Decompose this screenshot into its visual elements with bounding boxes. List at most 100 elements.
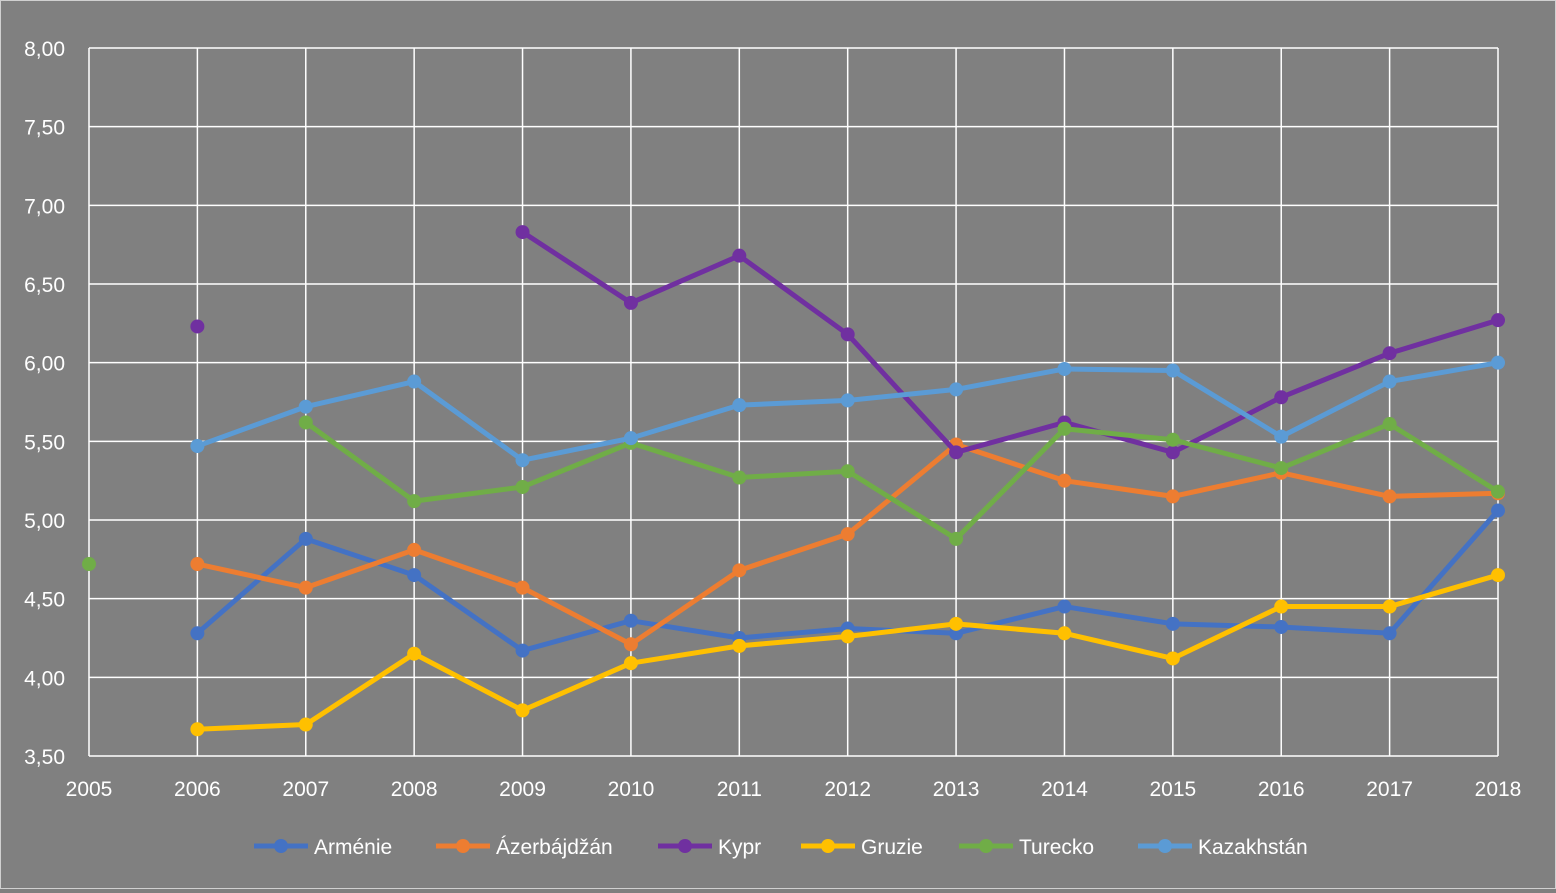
legend-swatch-marker: [678, 839, 692, 853]
legend-label: Turecko: [1019, 836, 1094, 859]
x-tick-label: 2011: [717, 778, 762, 801]
data-point: [407, 494, 422, 509]
x-tick-label: 2012: [824, 778, 871, 801]
y-tick-label: 6,50: [24, 274, 65, 297]
data-point: [623, 431, 638, 446]
data-point: [1165, 489, 1180, 504]
data-point: [1491, 313, 1505, 328]
data-point: [190, 626, 205, 641]
x-tick-label: 2018: [1475, 778, 1522, 801]
data-point: [1165, 445, 1180, 460]
data-point: [1274, 429, 1289, 444]
data-point: [298, 580, 313, 595]
data-point: [1165, 432, 1180, 447]
data-point: [840, 527, 855, 542]
legend-item: Kypr: [658, 836, 761, 859]
data-point: [1382, 599, 1397, 614]
data-point: [407, 568, 422, 583]
data-point: [515, 643, 530, 658]
axis-labels: 3,50 4,00 4,50 5,00 5,50 6,00 6,50 7,00 7,50 8,00…: [24, 38, 1521, 801]
y-tick-label: 7,00: [24, 195, 65, 218]
legend-label: Gruzie: [861, 836, 923, 859]
legend: Arménie Ázerbájdžán Kypr Gruzie Turecko Kazak…: [254, 836, 1308, 859]
data-point: [298, 399, 313, 414]
legend-item: Arménie: [254, 836, 392, 859]
x-tick-label: 2017: [1366, 778, 1413, 801]
data-point: [840, 464, 855, 479]
y-tick-label: 7,50: [24, 117, 65, 140]
legend-label: Arménie: [314, 836, 392, 859]
data-point: [1382, 417, 1397, 432]
data-point: [298, 717, 313, 732]
x-tick-label: 2005: [66, 778, 113, 801]
data-point: [840, 393, 855, 408]
data-point: [732, 638, 747, 653]
series-line: [520, 229, 1501, 455]
data-point: [1491, 503, 1505, 518]
y-tick-label: 5,00: [24, 510, 65, 533]
data-point: [1165, 651, 1180, 666]
data-point: [623, 637, 638, 652]
data-point: [840, 629, 855, 644]
data-point: [1165, 616, 1180, 631]
data-point: [623, 656, 638, 671]
data-point: [1274, 461, 1289, 476]
data-point: [407, 646, 422, 661]
data-point: [1057, 473, 1072, 488]
data-point: [190, 722, 205, 737]
data-point: [1057, 361, 1072, 376]
data-point: [407, 542, 422, 557]
x-tick-label: 2014: [1041, 778, 1088, 801]
data-point: [1057, 626, 1072, 641]
data-point: [515, 479, 530, 494]
y-tick-label: 5,50: [24, 431, 65, 454]
data-point: [1382, 626, 1397, 641]
legend-swatch-marker: [274, 839, 288, 853]
data-point: [298, 415, 313, 430]
x-tick-label: 2008: [391, 778, 438, 801]
data-point: [1382, 489, 1397, 504]
data-point: [190, 319, 205, 334]
data-point: [190, 557, 205, 572]
data-point: [298, 531, 313, 546]
x-tick-label: 2015: [1149, 778, 1196, 801]
data-point: [623, 295, 638, 310]
series-Kypr: [190, 225, 1505, 460]
data-point: [949, 445, 964, 460]
legend-item: Ázerbájdžán: [436, 836, 613, 859]
data-point: [949, 382, 964, 397]
data-point: [949, 616, 964, 631]
legend-label: Kypr: [718, 836, 761, 859]
x-tick-label: 2007: [282, 778, 329, 801]
data-point: [732, 563, 747, 578]
legend-label: Kazakhstán: [1198, 836, 1308, 859]
y-tick-label: 6,00: [24, 353, 65, 376]
data-point: [1382, 346, 1397, 361]
data-point: [515, 225, 530, 240]
series-line: [303, 419, 1501, 542]
legend-swatch-marker: [456, 839, 470, 853]
data-point: [515, 453, 530, 468]
legend-label: Ázerbájdžán: [496, 836, 613, 859]
data-point: [407, 374, 422, 389]
data-point: [1057, 421, 1072, 436]
legend-swatch-marker: [821, 839, 835, 853]
data-point: [1491, 568, 1505, 583]
legend-swatch-marker: [1158, 839, 1172, 853]
data-point: [1491, 484, 1505, 499]
data-point: [1274, 619, 1289, 634]
data-point: [1382, 374, 1397, 389]
series-Arménie: [190, 503, 1505, 658]
y-tick-label: 3,50: [24, 746, 65, 769]
legend-item: Turecko: [959, 836, 1094, 859]
legend-item: Kazakhstán: [1138, 836, 1308, 859]
data-point: [623, 613, 638, 628]
legend-swatch-marker: [979, 839, 993, 853]
data-point: [1057, 599, 1072, 614]
data-point: [1491, 355, 1505, 370]
data-point: [82, 557, 96, 572]
data-point: [949, 531, 964, 546]
x-tick-label: 2013: [933, 778, 980, 801]
data-point: [732, 470, 747, 485]
